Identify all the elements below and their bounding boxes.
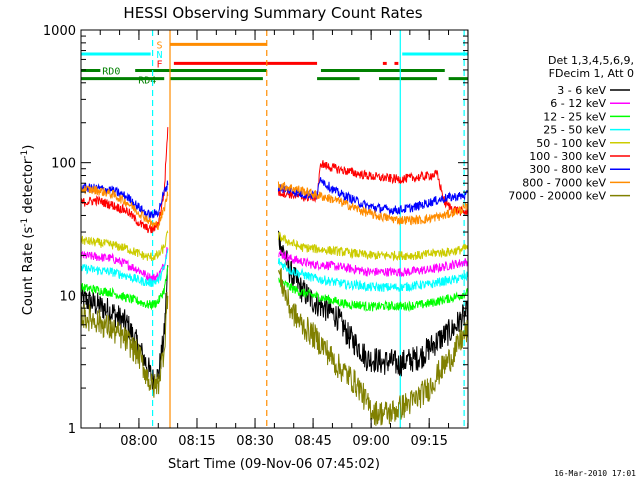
x-tick-label: 08:00 (120, 434, 157, 449)
flag-label-n: N (157, 50, 163, 61)
y-axis-label: Count Rate (s-1 detector-1) (20, 145, 36, 316)
series-line (277, 177, 469, 215)
flag-label-f: F (157, 59, 163, 70)
y-tick-label: 1000 (43, 24, 76, 39)
series-lines (80, 127, 469, 426)
series-line (80, 185, 169, 231)
legend-header: FDecim 1, Att 0 (549, 67, 634, 80)
flag-label-rd4: RD4 (138, 76, 156, 87)
flag-label-s: S (157, 40, 163, 51)
series-line (80, 291, 169, 398)
legend-entry-label: 100 - 300 keV (529, 150, 606, 163)
y-tick-label: 10 (59, 289, 76, 304)
series-line (80, 127, 169, 234)
y-tick-label: 1 (68, 422, 76, 437)
x-tick-label: 09:15 (410, 434, 447, 449)
flag-bars: SNF RD0 RD4 (81, 40, 468, 87)
legend-entry-label: 7000 - 20000 keV (508, 190, 606, 203)
series-line (277, 231, 469, 262)
x-tick-label: 09:00 (352, 434, 389, 449)
legend-header: Det 1,3,4,5,6,9, (548, 54, 634, 67)
legend-entry-label: 800 - 7000 keV (522, 176, 606, 189)
flag-label-rd0: RD0 (102, 67, 120, 78)
series-line (80, 265, 169, 393)
x-axis-label: Start Time (09-Nov-06 07:45:02) (168, 457, 380, 472)
legend-entry-label: 25 - 50 keV (543, 124, 606, 137)
series-line (80, 249, 169, 288)
legend: Det 1,3,4,5,6,9,FDecim 1, Att 0 3 - 6 keV… (508, 54, 634, 203)
y-tick-label: 100 (51, 157, 76, 172)
series-line (277, 181, 469, 226)
series-line (80, 247, 169, 282)
legend-entry-label: 3 - 6 keV (557, 84, 606, 97)
x-tick-label: 08:30 (236, 434, 273, 449)
legend-entry-label: 12 - 25 keV (543, 110, 606, 123)
series-line (80, 265, 169, 311)
legend-entry-label: 6 - 12 keV (550, 97, 606, 110)
x-axis: 08:00 08:15 08:30 08:45 09:00 09:15 (99, 30, 469, 449)
footer-timestamp: 16-Mar-2010 17:01 (554, 469, 636, 478)
series-line (80, 230, 169, 261)
series-line (278, 277, 469, 313)
legend-entry-label: 300 - 800 keV (529, 163, 606, 176)
chart-title: HESSI Observing Summary Count Rates (123, 4, 422, 22)
x-tick-label: 08:15 (178, 434, 215, 449)
x-tick-label: 08:45 (294, 434, 331, 449)
series-line (278, 249, 469, 278)
series-line (277, 258, 469, 293)
series-line (277, 267, 469, 426)
y-axis: 1 10 100 1000 (43, 24, 468, 437)
legend-entry-label: 50 - 100 keV (536, 137, 606, 150)
